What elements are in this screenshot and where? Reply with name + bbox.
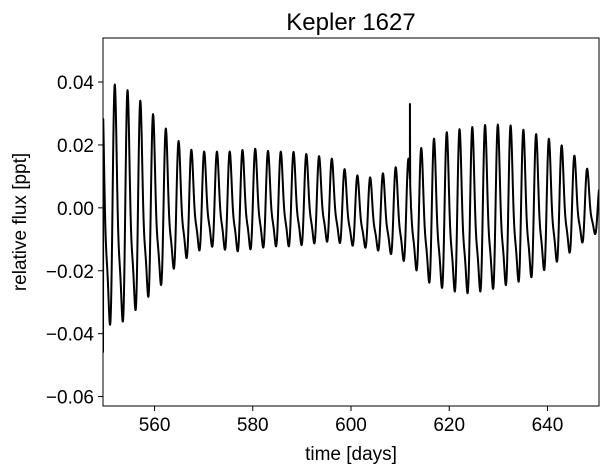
y-tick-label: −0.06: [46, 388, 94, 409]
x-tick-label: 620: [433, 415, 465, 436]
y-tick-label: 0.00: [57, 199, 94, 220]
chart-title: Kepler 1627: [286, 9, 415, 36]
x-tick-label: 600: [335, 415, 367, 436]
y-tick-label: 0.02: [57, 136, 94, 157]
y-axis-label: relative flux [ppt]: [10, 153, 31, 291]
y-axis: −0.06 −0.04 −0.02 0.00 0.02 0.04: [46, 73, 103, 409]
y-tick-label: 0.04: [57, 73, 94, 94]
x-axis-label: time [days]: [305, 444, 397, 465]
x-axis: 560 580 600 620 640: [139, 406, 564, 436]
x-tick-label: 560: [139, 415, 171, 436]
plot-background: [103, 38, 599, 406]
x-tick-label: 640: [532, 415, 564, 436]
y-tick-label: −0.02: [46, 262, 94, 283]
flux-series-line: [103, 83, 599, 353]
x-tick-label: 580: [237, 415, 269, 436]
y-tick-label: −0.04: [46, 325, 95, 346]
series-layer: [103, 83, 599, 353]
